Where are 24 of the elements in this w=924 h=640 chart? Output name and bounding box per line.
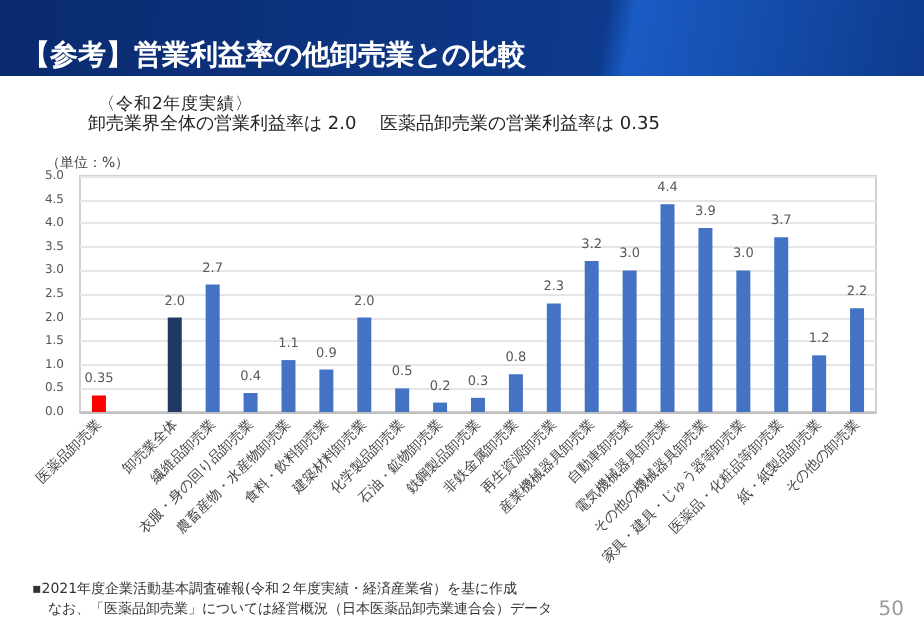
bar — [471, 397, 485, 412]
bar — [243, 393, 258, 412]
bar — [91, 395, 106, 412]
bar — [812, 355, 827, 412]
bar — [622, 270, 637, 412]
bar — [850, 308, 865, 412]
bar — [660, 204, 675, 412]
bar — [774, 237, 789, 412]
bar — [508, 374, 523, 412]
bar — [584, 260, 599, 412]
bar — [395, 388, 410, 412]
bar — [167, 317, 182, 412]
chart-subtitle: 〈令和2年度実績〉 — [98, 93, 253, 115]
bar — [281, 360, 296, 412]
text: 50 — [878, 599, 905, 621]
bar — [433, 402, 448, 412]
bar — [736, 270, 751, 412]
bar — [546, 303, 561, 412]
bar — [319, 369, 334, 412]
text: 卸売業界全体の営業利益率は 2.0 医薬品卸売業の営業利益率は 0.35 — [88, 113, 660, 135]
bar — [357, 317, 372, 412]
bar — [698, 227, 713, 412]
chart-title: 【参考】営業利益率の他卸売業との比較 — [22, 38, 528, 72]
bar — [205, 284, 220, 412]
